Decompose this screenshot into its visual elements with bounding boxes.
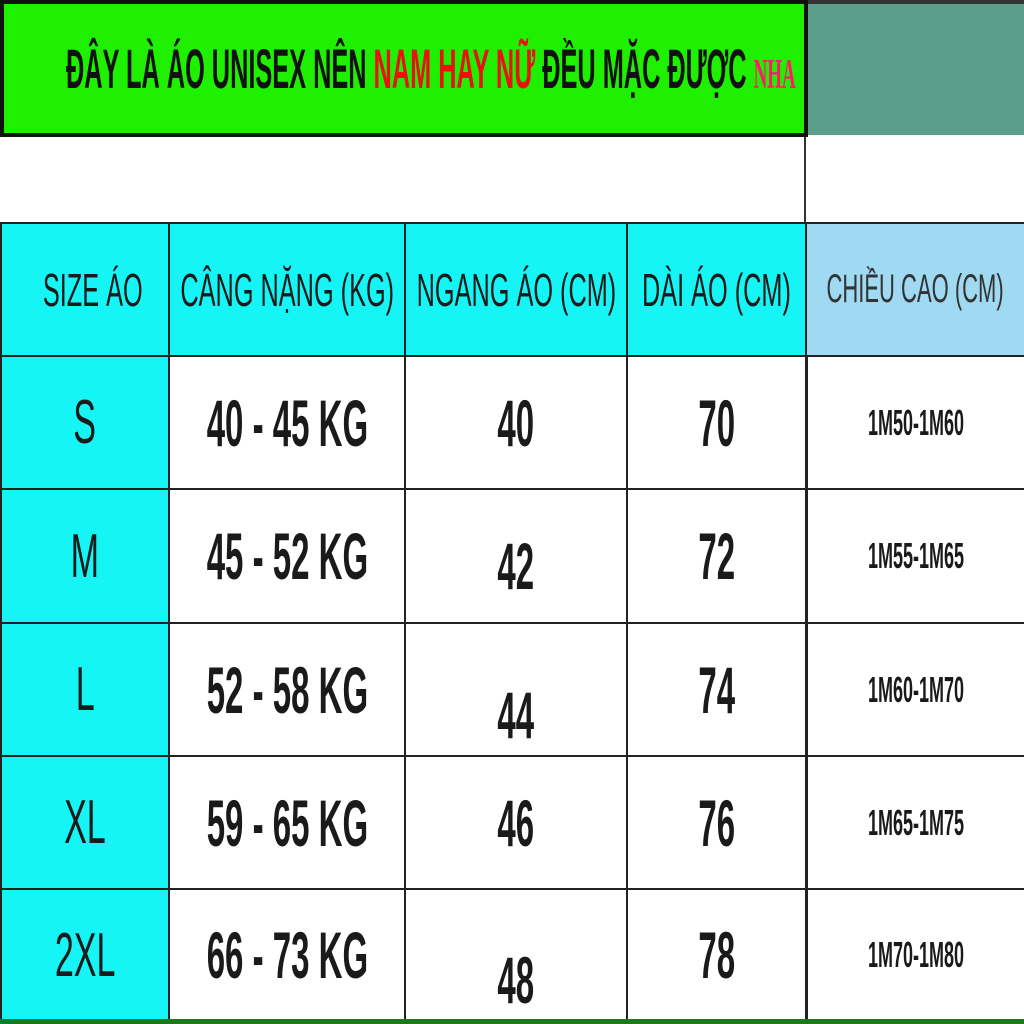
cell-value: L [75,655,95,724]
cell-height: 1M60-1M70 [805,622,1024,757]
title-part2: NAM HAY NỮ [373,36,536,100]
cell-value: 42 [497,529,535,603]
cell-length: 76 [626,755,807,890]
cell-value: 1M60-1M70 [867,668,965,710]
cell-height: 1M55-1M65 [805,488,1024,624]
cell-weight: 40 - 45 KG [168,355,406,490]
spacer-row-side [806,135,1024,225]
cell-value: 70 [698,385,735,460]
title-text: ĐÂY LÀ ÁO UNISEX NÊN NAM HAY NỮ ĐỀU MẶC … [66,40,796,98]
cell-height: 1M65-1M75 [805,755,1024,890]
cell-width: 40 [404,355,628,490]
header-label: DÀI ÁO (CM) [642,263,792,316]
cell-weight: 45 - 52 KG [168,488,406,624]
cell-height: 1M50-1M60 [805,355,1024,490]
cell-size: L [0,622,170,757]
cell-value: 76 [698,785,735,860]
cell-value: 46 [497,785,535,860]
cell-value: XL [64,788,106,857]
cell-length: 74 [626,622,807,757]
cell-weight: 66 - 73 KG [168,888,406,1022]
cell-value: 40 [497,385,535,460]
title-part3: ĐỀU MẶC ĐƯỢC [535,36,754,100]
cell-size: M [0,488,170,624]
cell-length: 70 [626,355,807,490]
header-weight: CÂNG NẶNG (KG) [168,222,406,357]
header-label: CÂNG NẶNG (KG) [180,263,394,316]
cell-value: 1M50-1M60 [867,401,965,443]
header-height: CHIỀU CAO (CM) [805,222,1024,357]
cell-value: 78 [698,918,735,992]
title-part4: NHA [753,51,796,98]
header-size: SIZE ÁO [0,222,170,357]
header-label: SIZE ÁO [42,263,143,316]
cell-value: 59 - 65 KG [206,785,368,860]
title-banner: ĐÂY LÀ ÁO UNISEX NÊN NAM HAY NỮ ĐỀU MẶC … [0,0,808,137]
header-label: CHIỀU CAO (CM) [826,267,1005,311]
bottom-border [0,1019,1024,1024]
cell-weight: 52 - 58 KG [168,622,406,757]
title-side-panel [808,0,1024,135]
cell-value: 40 - 45 KG [206,385,368,460]
cell-value: 1M65-1M75 [867,801,965,843]
cell-size: 2XL [0,888,170,1022]
spacer-row [0,137,806,225]
header-length: DÀI ÁO (CM) [626,222,807,357]
cell-value: 52 - 58 KG [206,652,368,727]
cell-value: S [73,388,97,457]
cell-value: 45 - 52 KG [206,519,368,593]
cell-value: 2XL [54,920,116,990]
cell-value: 74 [698,652,735,727]
cell-size: XL [0,755,170,890]
cell-value: 48 [497,943,535,1017]
cell-value: M [70,521,100,591]
cell-value: 1M55-1M65 [867,535,965,576]
cell-value: 1M70-1M80 [867,934,965,975]
cell-width: 48 [404,888,628,1022]
cell-width: 42 [404,488,628,624]
cell-size: S [0,355,170,490]
cell-height: 1M70-1M80 [805,888,1024,1022]
cell-value: 66 - 73 KG [206,918,368,992]
title-part1: ĐÂY LÀ ÁO UNISEX NÊN [66,36,374,100]
cell-width: 46 [404,755,628,890]
cell-weight: 59 - 65 KG [168,755,406,890]
header-width: NGANG ÁO (CM) [404,222,628,357]
cell-value: 44 [497,677,535,752]
size-table: SIZE ÁO CÂNG NẶNG (KG) NGANG ÁO (CM) DÀI ÁO… [0,222,1024,1022]
cell-length: 78 [626,888,807,1022]
cell-value: 72 [698,519,735,593]
cell-width: 44 [404,622,628,757]
header-label: NGANG ÁO (CM) [416,263,616,316]
cell-length: 72 [626,488,807,624]
